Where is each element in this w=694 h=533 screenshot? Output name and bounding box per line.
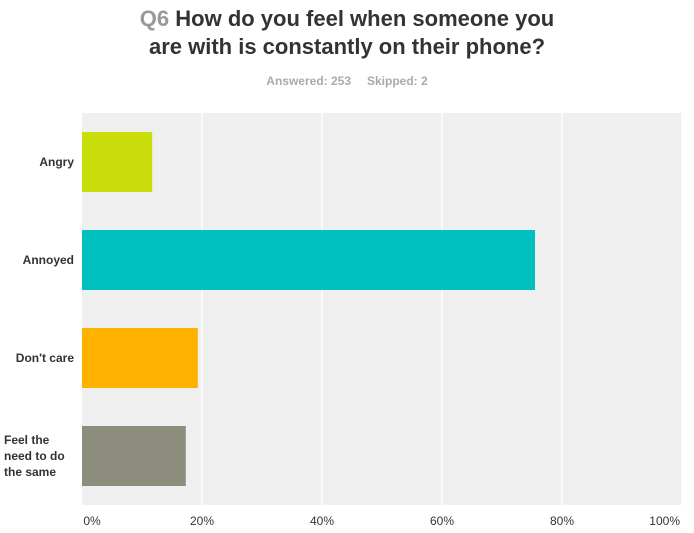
bar: [82, 426, 186, 486]
x-tick-label: 40%: [310, 514, 334, 528]
category-text: Don't care: [15, 351, 74, 365]
skipped: Skipped: 2: [367, 74, 428, 88]
x-tick-label: 60%: [430, 514, 454, 528]
x-tick-label: 0%: [83, 514, 101, 528]
category-label: Feel the need to do the same: [2, 432, 74, 480]
title-text: How do you feel when someone you: [175, 6, 555, 31]
bar: [82, 230, 535, 290]
subtitle: Answered: 253 Skipped: 2: [0, 74, 694, 88]
category-text: Annoyed: [22, 253, 74, 267]
bar: [82, 132, 153, 192]
category-label: Annoyed: [2, 252, 74, 268]
title-line-1: Q6 How do you feel when someone you: [0, 6, 694, 32]
question-number: Q6: [139, 6, 170, 31]
bar: [82, 328, 198, 388]
category-text: Angry: [39, 155, 74, 169]
category-label: Angry: [2, 154, 74, 170]
x-tick-label: 20%: [190, 514, 214, 528]
answered: Answered: 253: [266, 74, 351, 88]
title-line-2: are with is constantly on their phone?: [148, 34, 546, 59]
category-text: Feel the need to do the same: [4, 433, 65, 479]
x-tick-label: 100%: [649, 514, 680, 528]
x-tick-label: 80%: [550, 514, 574, 528]
category-label: Don't care: [2, 350, 74, 366]
